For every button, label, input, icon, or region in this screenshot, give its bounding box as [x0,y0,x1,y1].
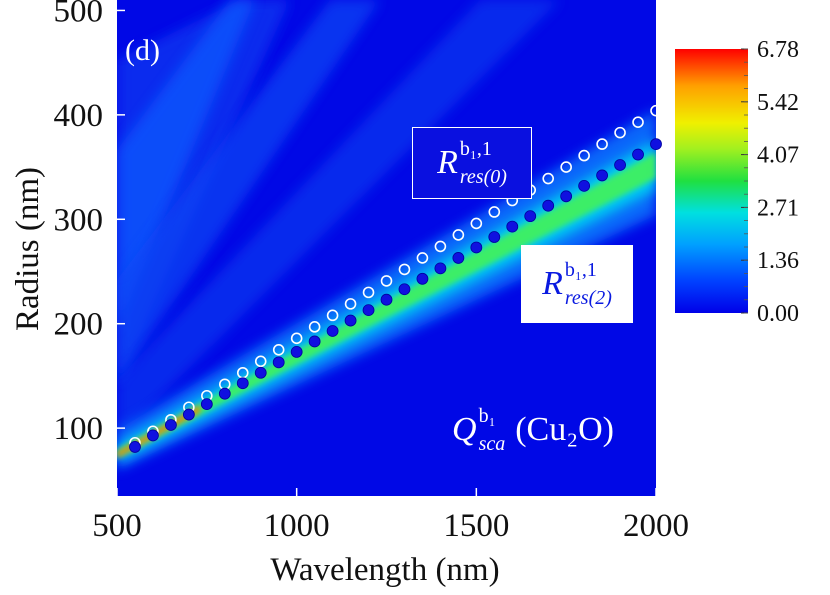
ray-band-4 [117,0,560,440]
open-circle-point [362,286,375,299]
open-circle-point [272,344,285,356]
x-tick-label: 1500 [443,508,509,544]
colorbar-tick-label: 6.78 [757,37,799,63]
y-tick-label: 400 [54,98,104,134]
colorbar-tick-label: 4.07 [757,143,799,169]
filled-circle-point [236,377,249,390]
annotation-res2-sup: b₁,1 [564,259,597,281]
filled-circle-point [200,398,213,411]
y-tick-label: 100 [54,411,104,447]
open-circle-point [578,149,590,162]
open-circle-point [560,161,572,173]
annotation-qsca-sup: b₁ [478,405,496,427]
annotation-res2-base: R [542,265,563,302]
annotation-res0-sup: b₁,1 [459,138,492,160]
colorbar-tick-label: 2.71 [757,195,799,221]
y-tick-label: 500 [54,0,104,29]
x-tick-label: 2000 [623,508,689,544]
open-circle-point [290,332,303,345]
open-circle-point [614,126,626,139]
y-axis-title: Radius (nm) [10,167,46,331]
data-markers [129,104,662,453]
filled-circle-point [129,441,141,453]
y-tick-label: 300 [54,202,104,238]
open-circle-point [596,138,608,150]
filled-circle-point [254,366,267,379]
open-circle-point [650,104,662,117]
open-circle-point [632,116,644,128]
filled-circle-point [362,304,375,317]
filled-circle-point [488,231,501,243]
filled-circle-point [218,387,231,400]
open-circle-point [434,240,447,253]
annotation-res0-sub: res(0) [459,166,507,188]
open-circle-point [398,263,411,276]
annotation-res2: R b₁,1 res(2) [521,245,633,323]
filled-circle-point [308,335,321,348]
colorbar-tick-label: 0.00 [757,301,799,327]
filled-circle-point [416,272,429,285]
open-circle-point [542,172,555,185]
annotation-qsca-sub: sca [478,433,506,455]
filled-circle-point [470,241,483,254]
colorbar [675,49,748,313]
annotation-qsca-base: Q [452,411,477,448]
filled-circle-point [596,169,608,182]
filled-circle-point [614,159,626,171]
filled-circle-point [290,345,303,358]
annotation-qsca-material: (Cu₂O) [515,411,614,448]
annotation-qsca: Q b₁ sca (Cu₂O) [452,400,652,460]
filled-circle-point [380,293,393,306]
panel-label: (d) [125,34,160,67]
filled-circle-point [524,210,537,223]
y-tick-label: 200 [54,307,104,343]
filled-circle-point [506,220,519,233]
annotation-res2-sub: res(2) [564,287,612,309]
filled-circle-point [182,408,195,421]
x-tick-label: 1000 [264,508,330,544]
open-circle-point [416,252,429,264]
filled-circle-point [650,138,662,151]
filled-circle-point [272,356,285,369]
annotation-res0: R b₁,1 res(0) [412,127,532,199]
filled-circle-point [632,148,644,161]
filled-circle-point [452,252,465,264]
colorbar-tick-label: 1.36 [757,248,799,274]
colorbar-ticks: 6.78 5.42 4.07 2.71 1.36 0.00 [741,37,799,327]
filled-circle-point [344,314,357,327]
colorbar-tick-label: 5.42 [757,90,799,116]
open-circle-point [308,321,321,333]
open-circle-point [326,309,339,322]
filled-circle-point [164,419,177,431]
open-circle-point [452,229,465,241]
filled-circle-point [434,262,447,275]
open-circle-point [380,275,393,287]
ray-band-3 [117,0,380,385]
x-tick-label: 500 [92,508,142,544]
filled-circle-point [147,429,159,442]
filled-circle-point [398,283,411,296]
filled-circle-point [578,179,591,192]
open-circle-point [470,217,483,230]
filled-circle-point [542,199,555,212]
open-circle-point [254,355,267,368]
x-axis-title: Wavelength (nm) [270,552,499,588]
annotation-res0-base: R [437,144,458,181]
filled-circle-point [326,325,339,337]
open-circle-point [344,298,357,310]
filled-circle-point [560,190,573,203]
open-circle-point [488,206,501,218]
axes: 500 1000 1500 2000 100 200 300 400 500 [54,0,690,544]
